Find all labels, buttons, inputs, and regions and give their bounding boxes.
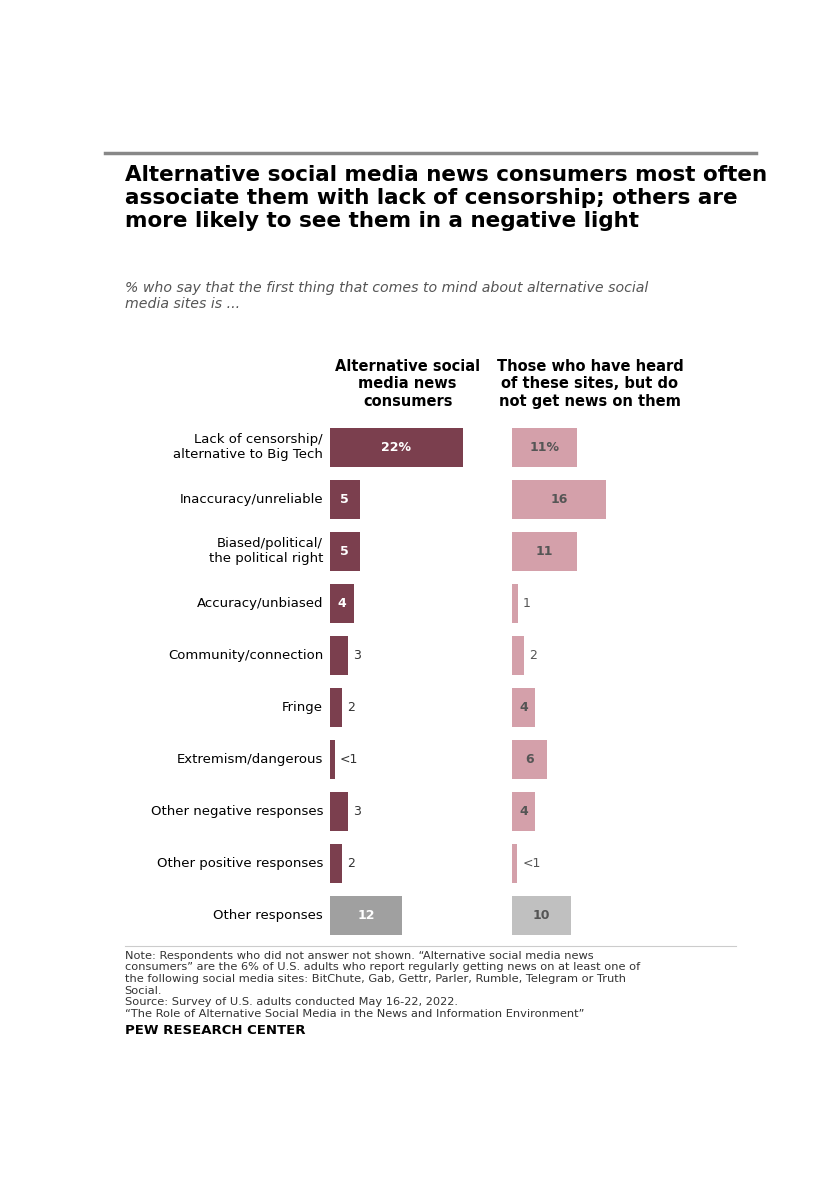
- Bar: [329, 636, 348, 675]
- Text: 1: 1: [523, 597, 531, 610]
- Bar: [512, 895, 571, 935]
- Bar: [512, 792, 535, 831]
- Bar: [512, 740, 548, 779]
- Text: 22%: 22%: [381, 440, 412, 453]
- Text: 11%: 11%: [529, 440, 559, 453]
- Text: 10: 10: [533, 908, 550, 921]
- Text: 3: 3: [353, 805, 361, 818]
- Bar: [329, 895, 402, 935]
- Text: Fringe: Fringe: [282, 701, 323, 714]
- Text: 2: 2: [347, 857, 354, 870]
- Text: Other negative responses: Other negative responses: [150, 805, 323, 818]
- Bar: [512, 844, 517, 883]
- Text: <1: <1: [340, 753, 359, 766]
- Text: Other positive responses: Other positive responses: [157, 857, 323, 870]
- Bar: [512, 427, 577, 468]
- Text: % who say that the first thing that comes to mind about alternative social
media: % who say that the first thing that come…: [124, 281, 648, 311]
- Text: PEW RESEARCH CENTER: PEW RESEARCH CENTER: [124, 1024, 305, 1037]
- Text: 16: 16: [550, 493, 568, 506]
- Text: 11: 11: [536, 545, 553, 558]
- Text: 4: 4: [519, 701, 528, 714]
- Bar: [329, 584, 354, 623]
- Bar: [512, 688, 535, 727]
- Text: 3: 3: [353, 649, 361, 662]
- Text: Extremism/dangerous: Extremism/dangerous: [176, 753, 323, 766]
- Text: 2: 2: [347, 701, 354, 714]
- Bar: [329, 740, 335, 779]
- Bar: [329, 688, 342, 727]
- Text: 6: 6: [525, 753, 534, 766]
- Text: 2: 2: [529, 649, 537, 662]
- Bar: [329, 480, 360, 519]
- Text: Those who have heard
of these sites, but do
not get news on them: Those who have heard of these sites, but…: [496, 359, 684, 408]
- Text: Biased/political/
the political right: Biased/political/ the political right: [208, 538, 323, 566]
- Text: 5: 5: [340, 545, 349, 558]
- Text: Accuracy/unbiased: Accuracy/unbiased: [197, 597, 323, 610]
- Text: <1: <1: [522, 857, 541, 870]
- Text: Other responses: Other responses: [213, 908, 323, 921]
- Text: 4: 4: [338, 597, 346, 610]
- Text: Alternative social media news consumers most often
associate them with lack of c: Alternative social media news consumers …: [124, 165, 767, 231]
- Text: 4: 4: [519, 805, 528, 818]
- Text: Alternative social
media news
consumers: Alternative social media news consumers: [335, 359, 480, 408]
- Text: 12: 12: [357, 908, 375, 921]
- Bar: [512, 480, 606, 519]
- Text: 5: 5: [340, 493, 349, 506]
- Bar: [329, 792, 348, 831]
- Bar: [329, 427, 463, 468]
- Bar: [512, 584, 517, 623]
- Text: Note: Respondents who did not answer not shown. “Alternative social media news
c: Note: Respondents who did not answer not…: [124, 951, 640, 1018]
- Bar: [329, 532, 360, 571]
- Text: Lack of censorship/
alternative to Big Tech: Lack of censorship/ alternative to Big T…: [173, 433, 323, 462]
- Bar: [512, 532, 577, 571]
- Bar: [512, 636, 523, 675]
- Text: Community/connection: Community/connection: [168, 649, 323, 662]
- Bar: [329, 844, 342, 883]
- Text: Inaccuracy/unreliable: Inaccuracy/unreliable: [180, 493, 323, 506]
